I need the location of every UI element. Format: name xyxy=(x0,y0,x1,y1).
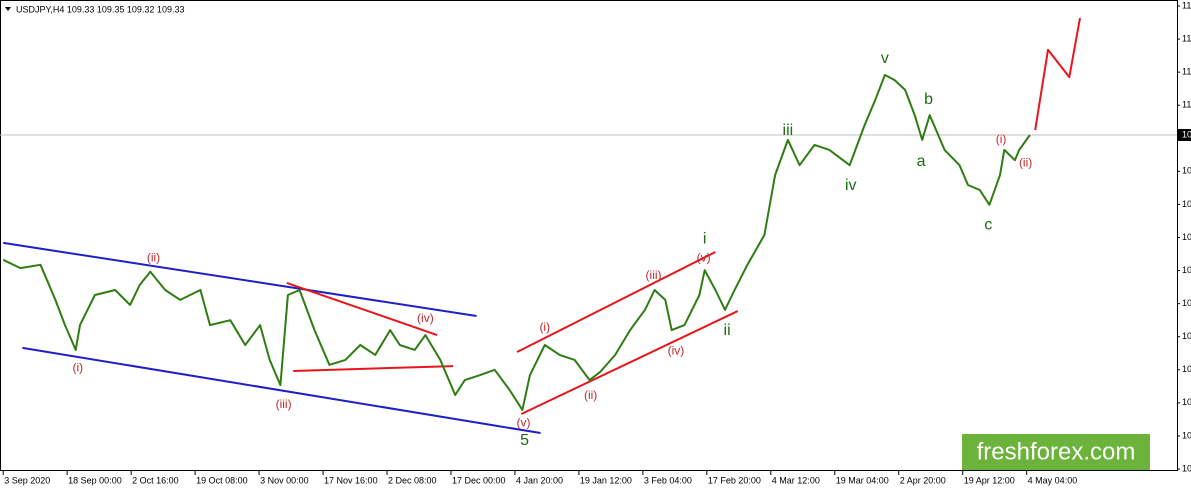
x-tick-label: 3 Sep 2020 xyxy=(4,475,50,485)
x-tick-label: 17 Dec 00:00 xyxy=(452,475,506,485)
wave-label: (ii) xyxy=(147,250,160,264)
watermark: freshforex.com xyxy=(977,438,1136,465)
trend-line xyxy=(516,251,716,353)
wave-label: iii xyxy=(783,122,794,139)
current-price-label: 109.33 xyxy=(1182,129,1191,139)
x-tick-label: 19 Oct 08:00 xyxy=(196,475,248,485)
y-tick-label: 110.05 xyxy=(1182,100,1191,110)
wave-label: iv xyxy=(845,177,857,194)
x-tick-label: 17 Feb 20:00 xyxy=(708,475,761,485)
menu-arrow xyxy=(5,7,11,11)
trend-line xyxy=(293,365,454,373)
x-tick-label: 4 Mar 12:00 xyxy=(772,475,820,485)
wave-label: (iv) xyxy=(668,343,685,357)
wave-label: (i) xyxy=(539,320,550,334)
wave-label: (iv) xyxy=(417,311,434,325)
price-line xyxy=(1034,17,1081,131)
trend-line xyxy=(520,310,739,415)
y-tick-label: 102.85 xyxy=(1182,397,1191,407)
wave-label: (i) xyxy=(72,360,83,374)
x-tick-label: 19 Jan 12:00 xyxy=(580,475,632,485)
x-tick-label: 2 Apr 20:00 xyxy=(900,475,946,485)
y-tick-label: 110.85 xyxy=(1182,67,1191,77)
y-tick-label: 111.65 xyxy=(1182,33,1191,43)
y-tick-label: 107.65 xyxy=(1182,199,1191,209)
x-tick-label: 4 May 04:00 xyxy=(1028,475,1078,485)
x-tick-label: 4 Jan 20:00 xyxy=(516,475,563,485)
x-tick-label: 17 Nov 16:00 xyxy=(324,475,378,485)
trend-line xyxy=(286,282,438,337)
y-tick-label: 101.25 xyxy=(1182,463,1191,473)
y-tick-label: 104.45 xyxy=(1182,331,1191,341)
wave-label: (iii) xyxy=(276,397,292,411)
wave-label: (v) xyxy=(516,415,530,429)
trend-line xyxy=(3,241,477,318)
wave-label: b xyxy=(924,91,933,108)
y-tick-label: 112.45 xyxy=(1182,0,1191,10)
wave-label: (v) xyxy=(697,250,711,264)
wave-label: c xyxy=(984,216,992,233)
x-tick-label: 19 Mar 04:00 xyxy=(836,475,889,485)
wave-label: (i) xyxy=(996,132,1007,146)
current-price-box xyxy=(1178,128,1191,141)
x-tick-label: 2 Oct 16:00 xyxy=(132,475,179,485)
watermark-box xyxy=(962,434,1150,470)
trend-line xyxy=(22,346,541,435)
x-tick-label: 3 Nov 00:00 xyxy=(260,475,309,485)
wave-label: (iii) xyxy=(646,268,662,282)
wave-label: (ii) xyxy=(584,388,597,402)
x-tick-label: 2 Dec 08:00 xyxy=(388,475,437,485)
chart-title: USDJPY,H4 109.33 109.35 109.32 109.33 xyxy=(16,4,184,14)
wave-label: 5 xyxy=(520,432,529,449)
y-tick-label: 102.05 xyxy=(1182,430,1191,440)
wave-label: (ii) xyxy=(1019,155,1032,169)
x-tick-label: 19 Apr 12:00 xyxy=(964,475,1015,485)
wave-label: ii xyxy=(724,322,731,339)
plot-frame xyxy=(0,0,1178,471)
y-tick-label: 103.65 xyxy=(1182,364,1191,374)
x-tick-label: 18 Sep 00:00 xyxy=(68,475,122,485)
wave-label: a xyxy=(917,153,926,170)
y-tick-label: 106.05 xyxy=(1182,265,1191,275)
x-tick-label: 3 Feb 04:00 xyxy=(644,475,692,485)
wave-label: i xyxy=(703,230,707,247)
wave-label: v xyxy=(881,50,889,67)
y-tick-label: 108.45 xyxy=(1182,166,1191,176)
y-tick-label: 105.25 xyxy=(1182,298,1191,308)
price-line xyxy=(2,74,1031,411)
y-tick-label: 106.85 xyxy=(1182,232,1191,242)
